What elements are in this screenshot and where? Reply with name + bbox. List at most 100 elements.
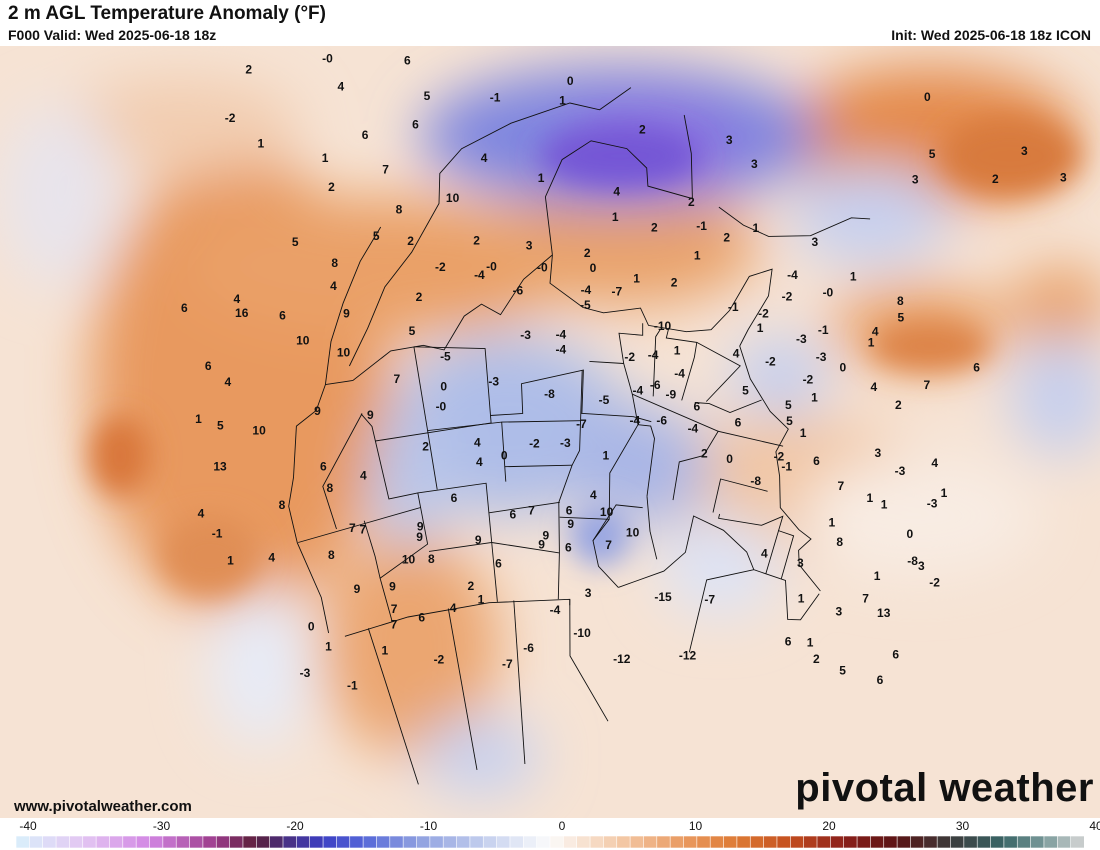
anomaly-label: -2 [774,450,785,464]
anomaly-label: 4 [871,380,878,394]
boundary-line [322,413,363,530]
anomaly-label: 1 [322,151,329,165]
boundary-line [569,599,609,722]
anomaly-label: 2 [688,195,695,209]
anomaly-label: 5 [786,414,793,428]
anomaly-label: -4 [550,603,561,617]
boundary-line [777,530,795,579]
anomaly-label: 1 [881,498,888,512]
anomaly-label: 8 [328,548,335,562]
boundary-line [688,569,754,653]
anomaly-label: 7 [391,617,398,631]
anomaly-label: 9 [543,529,550,543]
boundary-line [646,496,658,560]
anomaly-label: 3 [797,556,804,570]
anomaly-label: 8 [396,202,403,216]
colorbar-swatch [1057,835,1072,849]
colorbar-swatch [870,835,885,849]
anomaly-label: 1 [633,271,640,285]
anomaly-label: 0 [590,261,597,275]
anomaly-label: 5 [929,147,936,161]
anomaly-label: -2 [225,111,236,125]
boundary-line [375,346,492,442]
anomaly-label: 1 [757,321,764,335]
anomaly-label: 6 [973,360,980,374]
anomaly-label: 2 [639,122,646,136]
colorbar-swatch [482,835,498,849]
anomaly-label: 1 [868,336,875,350]
anomaly-label: -6 [656,414,667,428]
anomaly-label: 13 [213,459,227,473]
anomaly-label: 0 [440,380,447,394]
anomaly-label: 6 [813,454,820,468]
anomaly-label: 4 [233,292,240,306]
boundary-line [501,420,581,423]
colorbar-swatch [522,835,538,849]
anomaly-label: 7 [359,523,366,537]
colorbar-swatch [29,835,44,849]
colorbar-swatch [389,835,404,849]
anomaly-label: 6 [412,117,419,131]
anomaly-label: 6 [279,309,286,323]
anomaly-label: -3 [488,374,499,388]
anomaly-label: 5 [785,398,792,412]
anomaly-label: -2 [435,260,446,274]
anomaly-label: -5 [599,393,610,407]
anomaly-label: 4 [330,279,337,293]
anomaly-label: 10 [337,346,351,360]
colorbar-swatch [830,835,845,849]
colorbar-swatch [135,835,151,849]
anomaly-label: 8 [279,498,286,512]
anomaly-label: 7 [391,602,398,616]
boundary-line [363,520,381,579]
boundary-line [504,464,573,468]
anomaly-label: 2 [467,579,474,593]
anomaly-label: 3 [526,238,533,252]
anomaly-label: -5 [440,349,451,363]
boundary-line [288,384,330,634]
colorbar-swatch [563,835,578,849]
boundary-line [592,504,643,541]
colorbar-swatch [1070,835,1085,849]
anomaly-label: 6 [320,460,327,474]
boundary-line [637,424,655,497]
colorbar-swatch [1043,835,1058,849]
colorbar-swatch [442,835,458,849]
site-url[interactable]: www.pivotalweather.com [14,798,192,815]
colorbar-swatch [910,835,925,849]
anomaly-label: -2 [782,289,793,303]
anomaly-label: 2 [416,290,423,304]
anomaly-label: 7 [924,378,931,392]
anomaly-label: 4 [733,346,740,360]
anomaly-label: 13 [877,606,891,620]
colorbar-swatch [509,835,524,849]
colorbar-swatch [616,835,631,849]
anomaly-label: -3 [520,328,531,342]
boundary-line [447,608,478,770]
anomaly-label: 0 [501,448,508,462]
anomaly-label: 1 [867,491,874,505]
anomaly-label: -4 [632,384,643,398]
anomaly-label: 6 [418,611,425,625]
colorbar-swatch [683,835,698,849]
colorbar-swatch [255,835,271,849]
anomaly-label: -10 [573,626,591,640]
anomaly-label: 9 [314,404,321,418]
anomaly-label: 5 [424,89,431,103]
anomaly-label: -15 [654,590,672,604]
anomaly-label: 0 [726,452,733,466]
anomaly-label: 9 [567,517,574,531]
anomaly-label: 9 [354,582,361,596]
boundary-line [417,482,493,552]
boundary-line [488,501,560,514]
anomaly-label: 9 [475,533,482,547]
anomaly-label: -3 [895,464,906,478]
anomaly-label: -4 [556,327,567,341]
anomaly-label: -7 [704,593,715,607]
anomaly-label: 1 [612,210,619,224]
anomaly-label: -4 [688,421,699,435]
boundary-line [672,455,704,501]
anomaly-label: -2 [803,373,814,387]
anomaly-label: 4 [474,436,481,450]
